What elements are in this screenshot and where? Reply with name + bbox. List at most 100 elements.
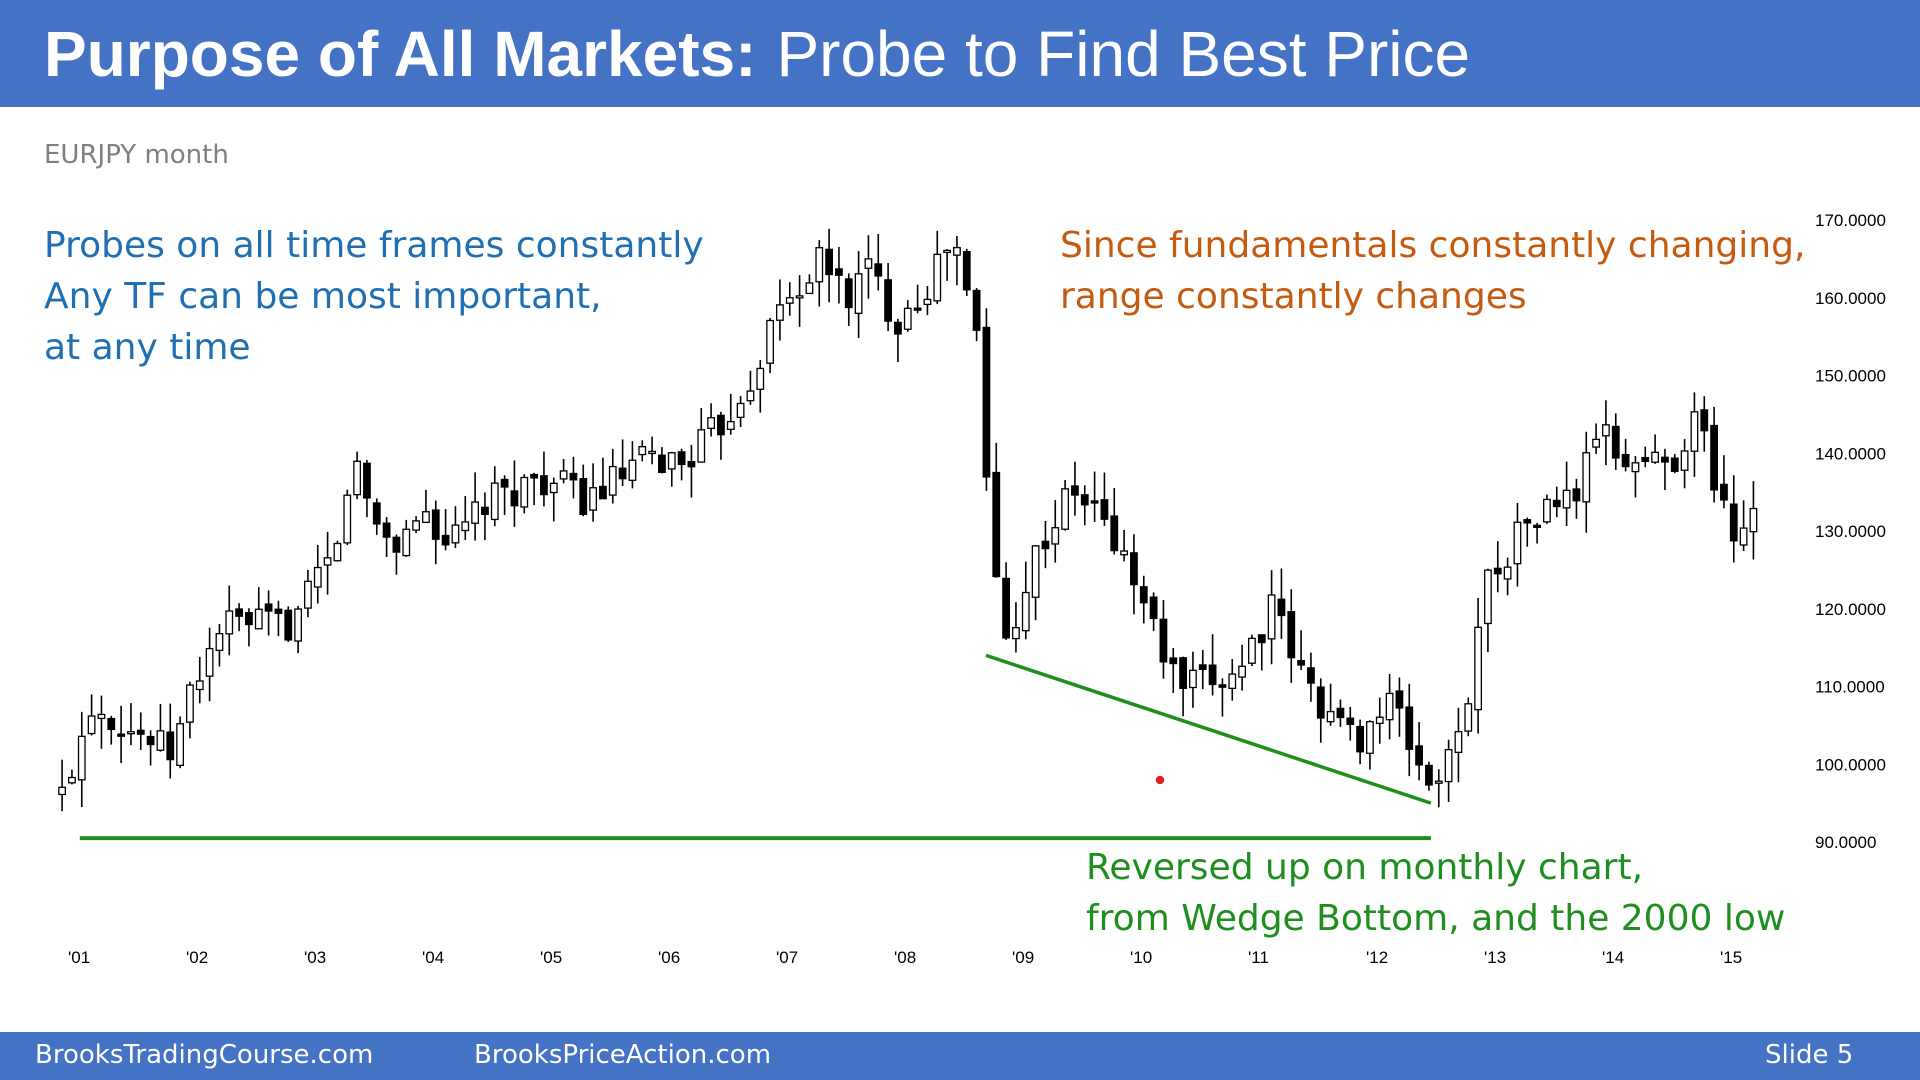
candle-body-down [1425, 764, 1433, 786]
x-tick-label: '08 [894, 948, 916, 967]
candle-body-up [1602, 424, 1610, 437]
candle-body-up [1474, 626, 1482, 711]
candle-body-up [323, 557, 332, 566]
candle-body-down [1149, 596, 1158, 620]
candle-body-up [726, 420, 735, 431]
candle-body-up [520, 476, 529, 508]
candle-body-down [372, 502, 381, 525]
candle-body-up [1375, 716, 1384, 725]
candle-body-down [599, 485, 607, 500]
candle-body-up [1228, 673, 1237, 689]
candle-body-down [1405, 706, 1414, 750]
candle-body-up [156, 730, 165, 751]
candle-body-down [1356, 725, 1364, 753]
candle-body-up [1503, 566, 1512, 580]
candle-body-up [1031, 545, 1040, 598]
candle-body-up [176, 723, 185, 766]
candle-body-down [1257, 634, 1266, 644]
candle-body-down [1493, 567, 1502, 575]
candle-body-down [1346, 717, 1355, 725]
candle-body-down [1729, 503, 1738, 542]
candlestick-chart: 170.0000 160.0000 150.0000 140.0000 130.0000… [58, 211, 1886, 967]
y-tick-label: 140.0000 [1815, 444, 1886, 463]
y-tick-label: 120.0000 [1815, 600, 1886, 619]
cursor-dot [1154, 774, 1166, 786]
candle-body-down [363, 462, 371, 499]
x-tick-label: '12 [1366, 948, 1388, 967]
candle-body-up [805, 282, 814, 295]
candle-body-down [1198, 664, 1207, 670]
candle-body-down [1700, 409, 1709, 432]
candle-body-up [864, 258, 873, 269]
candle-body-up [1051, 527, 1060, 545]
candle-body-down [913, 307, 922, 311]
candle-body-down [1395, 690, 1404, 709]
x-tick-label: '15 [1720, 948, 1742, 967]
bottom-note-line: Reversed up on monthly chart, [1086, 847, 1644, 888]
candle-body-down [569, 472, 578, 481]
candle-body-up [1543, 498, 1551, 523]
candle-body-up [1267, 594, 1276, 640]
candle-body-down [677, 451, 686, 466]
candle-body-up [1749, 507, 1758, 533]
candle-body-up [785, 297, 794, 304]
candle-body-up [353, 460, 362, 496]
candle-body-up [225, 610, 234, 635]
candle-body-down [1415, 745, 1423, 766]
candle-body-up [97, 713, 106, 720]
x-tick-label: '04 [422, 948, 444, 967]
candle-body-up [1238, 665, 1246, 678]
right-notes: Since fundamentals constantly changing, … [1060, 220, 1805, 322]
candle-body-up [1366, 721, 1374, 754]
x-tick-label: '02 [186, 948, 208, 967]
candle-body-down [1218, 684, 1227, 688]
candle-body-down [835, 268, 843, 276]
candle-body-down [1287, 610, 1296, 659]
x-tick-label: '03 [304, 948, 326, 967]
candle-body-down [1307, 667, 1315, 684]
candle-body-down [1002, 577, 1010, 639]
candle-body-up [304, 580, 312, 609]
candle-body-up [1454, 731, 1463, 753]
candle-body-up [697, 429, 706, 463]
y-tick-label: 170.0000 [1815, 211, 1886, 230]
candle-body-down [245, 612, 253, 626]
candle-body-up [746, 390, 755, 402]
candle-body-up [254, 608, 263, 630]
candle-body-down [844, 278, 853, 309]
candle-body-up [195, 680, 204, 691]
candle-body-up [776, 304, 784, 321]
candle-body-up [707, 417, 715, 429]
candle-body-down [874, 263, 883, 277]
candle-body-up [412, 520, 421, 531]
candle-body-down [972, 289, 981, 331]
candle-body-down [579, 478, 588, 515]
candle-body-down [540, 475, 548, 496]
candle-body-down [274, 608, 283, 614]
y-tick-label: 110.0000 [1815, 678, 1885, 697]
candle-body-up [471, 501, 480, 524]
title-rest: Probe to Find Best Price [776, 17, 1471, 90]
slide-number: Slide 5 [1765, 1040, 1854, 1070]
candle-body-up [903, 307, 912, 330]
candle-body-down [510, 490, 519, 507]
wedge-bottom-trendline [985, 653, 1432, 805]
candle-body-down [1071, 485, 1079, 496]
x-tick-label: '13 [1484, 948, 1506, 967]
candle-body-down [166, 731, 175, 761]
candle-body-up [1189, 669, 1197, 689]
candle-body-up [127, 731, 135, 735]
x-tick-label: '11 [1248, 948, 1269, 967]
candle-body-down [1100, 499, 1109, 520]
candle-body-up [933, 253, 942, 302]
x-tick-label: '09 [1012, 948, 1034, 967]
x-tick-label: '05 [540, 948, 562, 967]
candle-body-down [1641, 457, 1650, 463]
candle-body-down [1661, 456, 1669, 463]
candle-body-up [422, 511, 430, 524]
candle-body-down [1710, 424, 1718, 491]
candle-body-down [441, 534, 450, 546]
candle-body-up [638, 446, 647, 456]
candle-body-up [343, 494, 352, 544]
candle-body-down [1572, 488, 1581, 502]
